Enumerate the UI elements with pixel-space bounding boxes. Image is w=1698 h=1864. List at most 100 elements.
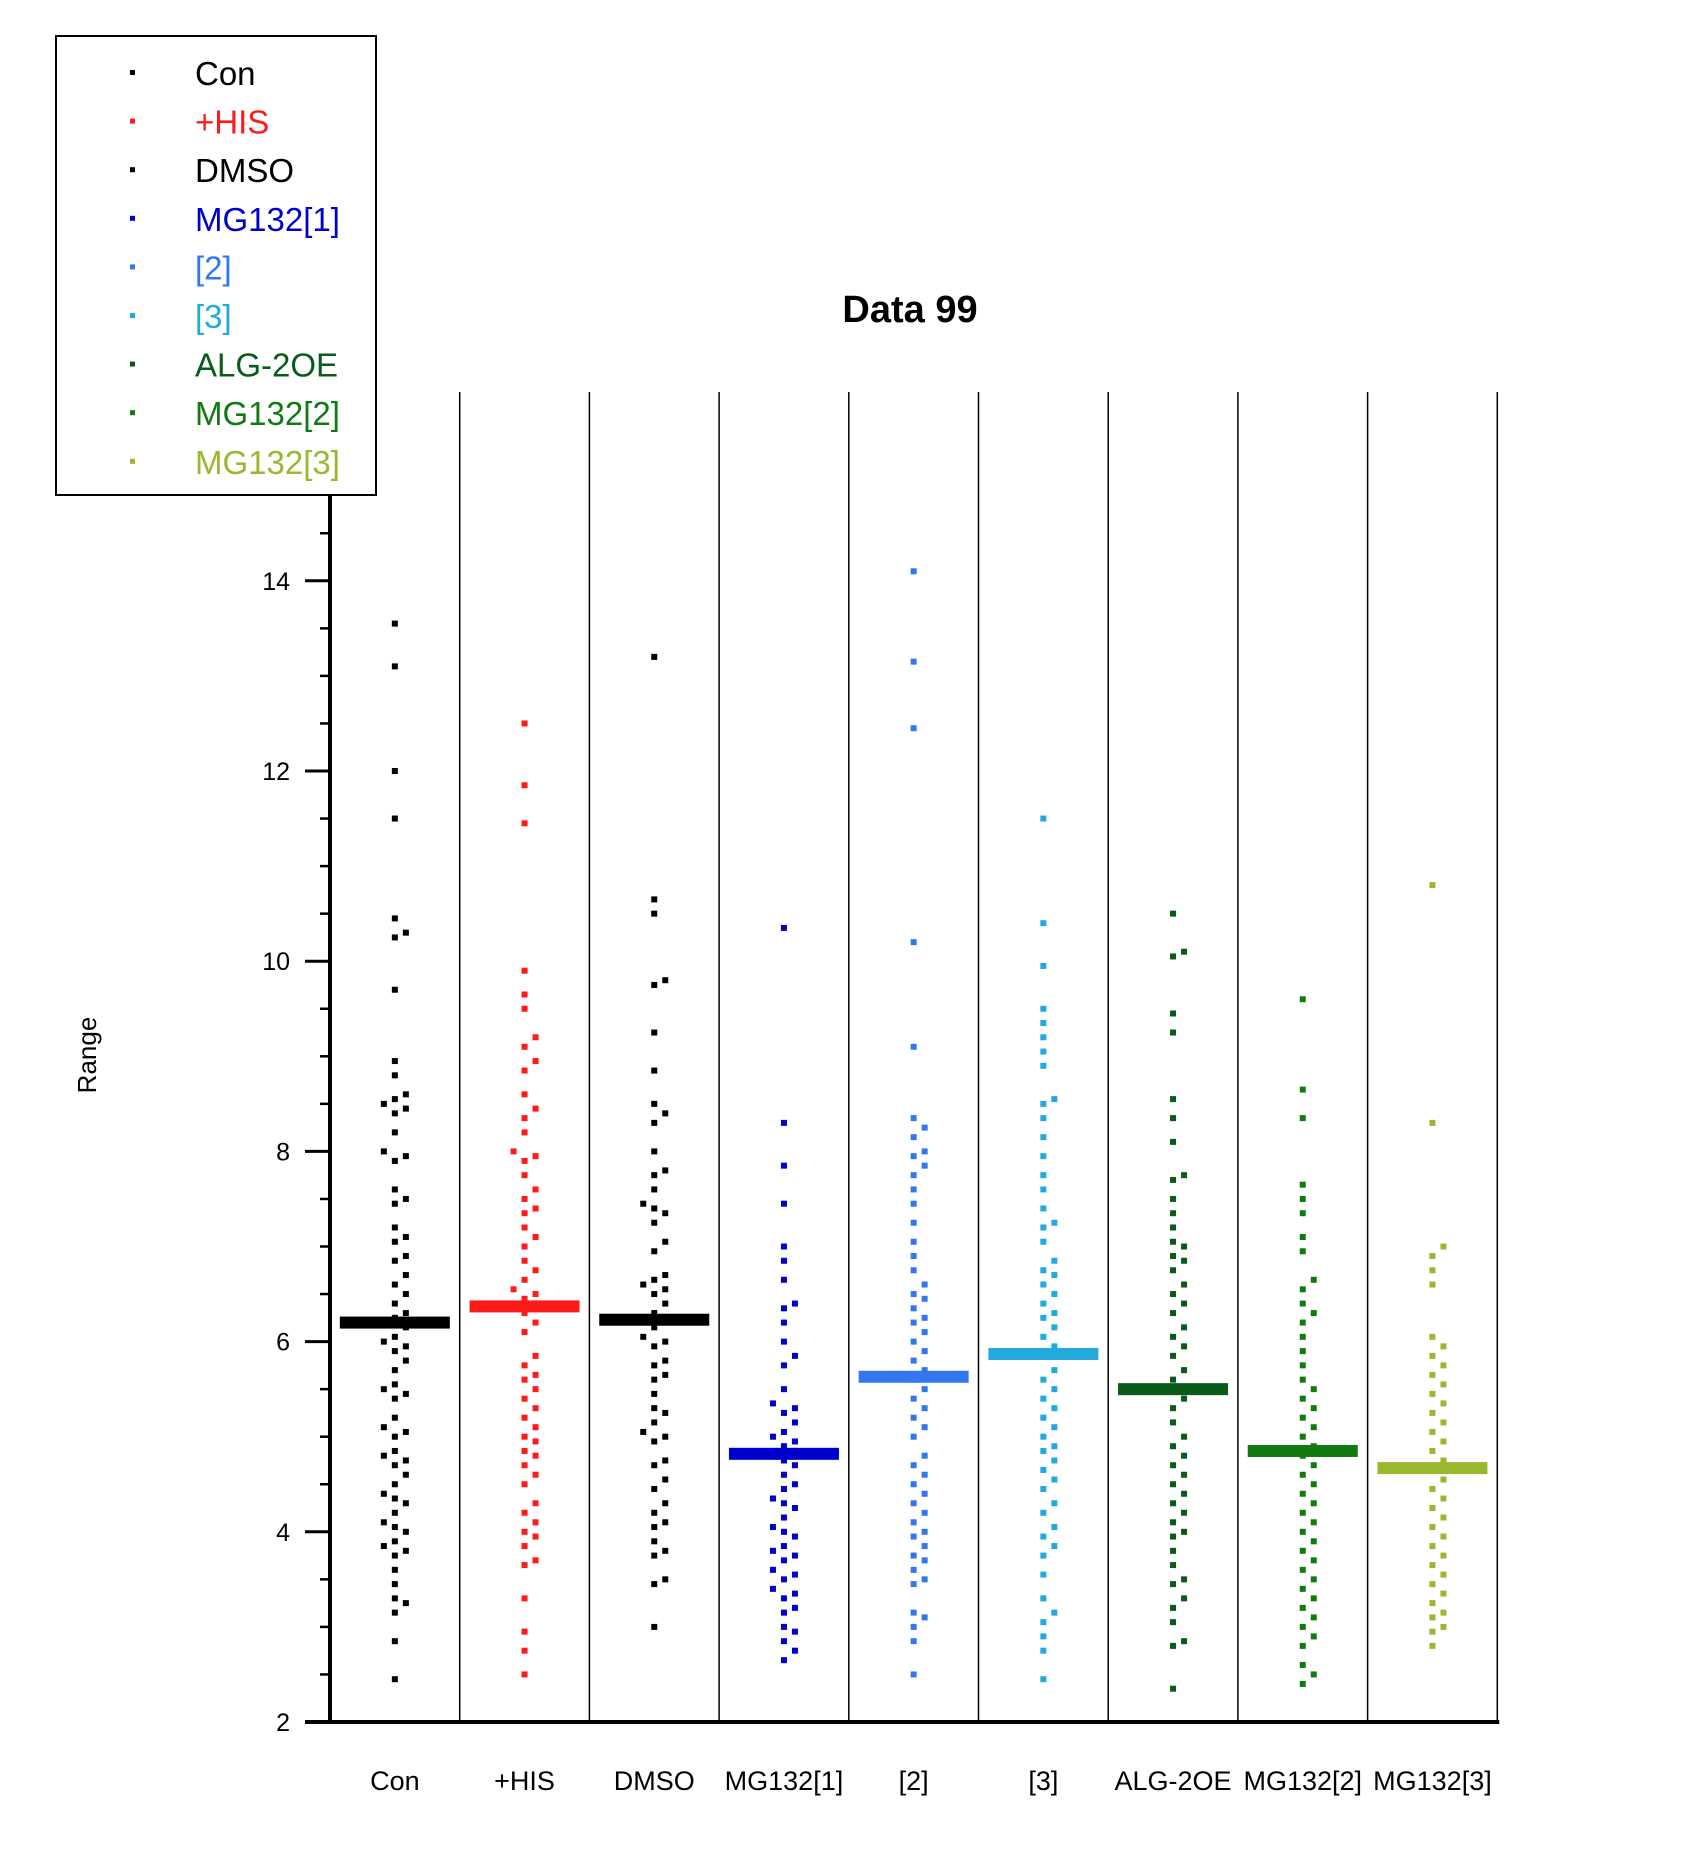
data-point (1440, 1552, 1447, 1559)
data-point (1170, 1419, 1177, 1426)
data-point (402, 1547, 409, 1554)
data-point (1310, 1462, 1317, 1469)
data-point (662, 1409, 669, 1416)
data-point (532, 1533, 539, 1540)
mean-bar (469, 1300, 580, 1313)
data-point (1040, 1238, 1047, 1245)
x-tick-label: +HIS (494, 1766, 555, 1796)
data-point (791, 1481, 798, 1488)
data-point (780, 1386, 787, 1393)
data-point (532, 1105, 539, 1112)
data-point (1310, 1424, 1317, 1431)
data-point (640, 1200, 647, 1207)
panel-dividers (458, 392, 1499, 1722)
data-point (1170, 1352, 1177, 1359)
data-point (1440, 1514, 1447, 1521)
data-point (780, 1119, 787, 1126)
data-point (780, 1557, 787, 1564)
data-point (521, 991, 528, 998)
data-point (662, 1457, 669, 1464)
data-point (1299, 1528, 1306, 1535)
data-point (921, 1386, 928, 1393)
data-point (780, 1319, 787, 1326)
data-point (1429, 1524, 1436, 1531)
data-point (791, 1419, 798, 1426)
data-point (662, 1433, 669, 1440)
data-point (532, 1424, 539, 1431)
data-point (391, 1157, 398, 1164)
data-point (1170, 1519, 1177, 1526)
data-point (391, 815, 398, 822)
data-point (391, 1609, 398, 1616)
data-point (521, 1462, 528, 1469)
data-point (651, 1310, 658, 1317)
data-point (521, 720, 528, 727)
data-point (391, 1447, 398, 1454)
data-point (1170, 1195, 1177, 1202)
data-point (1040, 1314, 1047, 1321)
data-point (391, 1509, 398, 1516)
data-point (1040, 1552, 1047, 1559)
data-point (651, 1186, 658, 1193)
data-point (1429, 1281, 1436, 1288)
data-point (780, 1428, 787, 1435)
data-point (1040, 1062, 1047, 1069)
x-tick-label: DMSO (614, 1766, 695, 1796)
data-point (1051, 1524, 1058, 1531)
data-point (1429, 1390, 1436, 1397)
data-point (1299, 1286, 1306, 1293)
data-point (769, 1547, 776, 1554)
data-point (1299, 1471, 1306, 1478)
data-point (1040, 815, 1047, 822)
data-point (1429, 1253, 1436, 1260)
data-point (1299, 1300, 1306, 1307)
mean-bar (858, 1370, 969, 1383)
data-point (910, 1153, 917, 1160)
y-tick-label: 8 (276, 1138, 290, 1166)
data-point (662, 1238, 669, 1245)
data-point (651, 1376, 658, 1383)
data-point (380, 1338, 387, 1345)
data-point (1040, 1224, 1047, 1231)
data-point (521, 1172, 528, 1179)
data-point (1181, 948, 1188, 955)
data-point (391, 1348, 398, 1355)
data-point (391, 768, 398, 774)
data-point (780, 1276, 787, 1283)
data-point (402, 929, 409, 936)
y-tick-label: 14 (262, 568, 290, 596)
data-point (1040, 1186, 1047, 1193)
data-point (910, 1253, 917, 1260)
data-point (380, 1386, 387, 1393)
data-point (1170, 1333, 1177, 1340)
data-point (521, 1543, 528, 1550)
data-point (1181, 1452, 1188, 1459)
data-point (780, 1638, 787, 1645)
data-point (910, 1267, 917, 1274)
data-point (521, 1595, 528, 1602)
data-point (910, 568, 917, 575)
data-point (402, 1105, 409, 1112)
mean-bar (1247, 1444, 1358, 1457)
data-point (780, 1595, 787, 1602)
data-point (1040, 1333, 1047, 1340)
data-point (1170, 1224, 1177, 1231)
data-point (769, 1585, 776, 1592)
data-point (521, 1210, 528, 1217)
data-point (769, 1400, 776, 1407)
data-point (1310, 1500, 1317, 1507)
data-point (1299, 1319, 1306, 1326)
data-point (1040, 1205, 1047, 1212)
data-point (1310, 1576, 1317, 1583)
data-point (1170, 953, 1177, 960)
data-point (1040, 1619, 1047, 1626)
data-point (1040, 1005, 1047, 1012)
legend-label: MG132[1] (195, 201, 340, 238)
data-point (780, 924, 787, 931)
data-point (391, 1058, 398, 1065)
data-point (1051, 1405, 1058, 1412)
data-points (380, 568, 1447, 1692)
data-point (651, 1524, 658, 1531)
data-point (1040, 1034, 1047, 1041)
